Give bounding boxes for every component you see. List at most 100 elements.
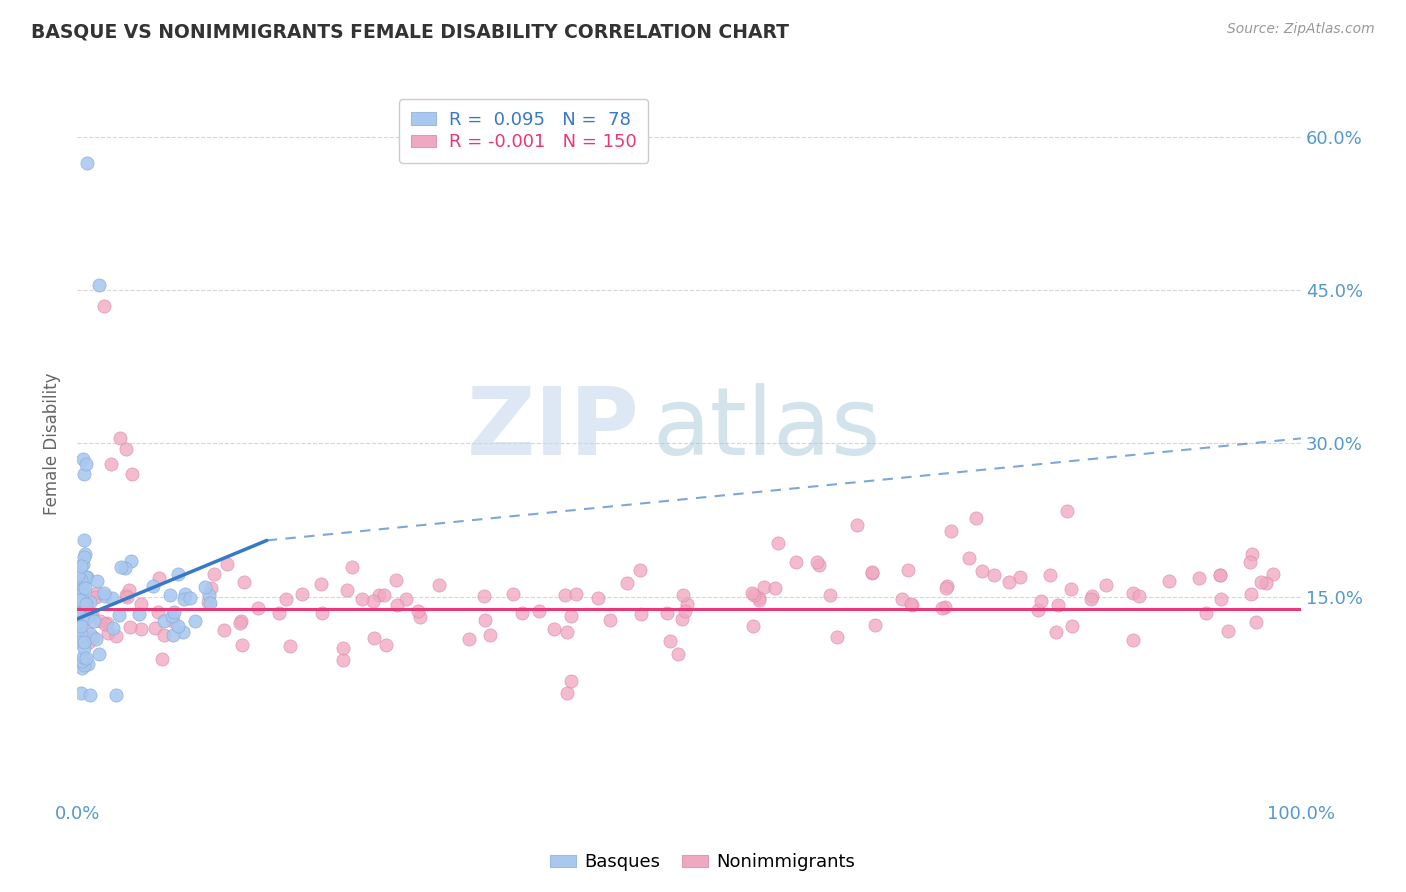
Point bbox=[865, 618, 887, 632]
Point bbox=[100, 591, 122, 606]
Point bbox=[827, 630, 849, 644]
Point bbox=[162, 628, 184, 642]
Point bbox=[94, 589, 117, 603]
Point bbox=[806, 555, 828, 569]
Point bbox=[742, 618, 765, 632]
Point bbox=[1026, 603, 1049, 617]
Point bbox=[555, 624, 578, 639]
Point bbox=[72, 661, 94, 675]
Point bbox=[890, 592, 912, 607]
Point bbox=[72, 582, 94, 596]
Point bbox=[179, 591, 201, 606]
Point bbox=[229, 615, 252, 629]
Point bbox=[1256, 575, 1278, 590]
Point bbox=[72, 595, 94, 609]
Point bbox=[1056, 504, 1078, 518]
Point bbox=[118, 583, 141, 598]
Point bbox=[173, 591, 195, 606]
Point bbox=[69, 618, 91, 632]
Point bbox=[820, 588, 842, 602]
Point bbox=[385, 599, 408, 613]
Point bbox=[110, 560, 132, 574]
Point bbox=[162, 614, 184, 628]
Point bbox=[103, 621, 125, 635]
Point bbox=[630, 607, 652, 621]
Point bbox=[197, 595, 219, 609]
Point bbox=[232, 574, 254, 589]
Point bbox=[148, 571, 170, 585]
Point bbox=[1047, 598, 1070, 612]
Text: Source: ZipAtlas.com: Source: ZipAtlas.com bbox=[1227, 22, 1375, 37]
Point bbox=[628, 564, 651, 578]
Point bbox=[107, 608, 129, 623]
Point bbox=[1122, 586, 1144, 600]
Point bbox=[554, 589, 576, 603]
Point bbox=[588, 591, 610, 605]
Point bbox=[408, 603, 430, 617]
Point bbox=[311, 576, 333, 591]
Point bbox=[527, 604, 550, 618]
Point bbox=[69, 634, 91, 648]
Point bbox=[846, 518, 869, 533]
Point bbox=[163, 605, 186, 619]
Point bbox=[860, 566, 883, 580]
Point bbox=[83, 614, 105, 628]
Point bbox=[197, 588, 219, 602]
Point bbox=[1060, 582, 1083, 596]
Point bbox=[395, 591, 418, 606]
Point bbox=[75, 651, 97, 665]
Point bbox=[67, 608, 90, 623]
Point bbox=[80, 607, 103, 621]
Point bbox=[73, 549, 96, 564]
Point bbox=[72, 558, 94, 572]
Point bbox=[129, 622, 152, 636]
Point bbox=[931, 600, 953, 615]
Point bbox=[70, 581, 93, 595]
Legend: Basques, Nonimmigrants: Basques, Nonimmigrants bbox=[543, 847, 863, 879]
Point bbox=[70, 585, 93, 599]
Text: BASQUE VS NONIMMIGRANTS FEMALE DISABILITY CORRELATION CHART: BASQUE VS NONIMMIGRANTS FEMALE DISABILIT… bbox=[31, 22, 789, 41]
Point bbox=[67, 631, 90, 645]
Point bbox=[1157, 574, 1180, 589]
Point bbox=[1187, 571, 1209, 585]
Point bbox=[77, 657, 100, 671]
Point bbox=[983, 568, 1005, 582]
Text: atlas: atlas bbox=[652, 384, 880, 475]
Point bbox=[267, 606, 290, 620]
Point bbox=[79, 595, 101, 609]
Point bbox=[1095, 578, 1118, 592]
Point bbox=[458, 632, 481, 647]
Point bbox=[79, 608, 101, 623]
Point bbox=[510, 606, 533, 620]
Point bbox=[72, 658, 94, 673]
Point bbox=[673, 604, 696, 618]
Point bbox=[1060, 619, 1083, 633]
Point bbox=[184, 614, 207, 628]
Point bbox=[75, 457, 97, 471]
Point bbox=[1080, 591, 1102, 606]
Point bbox=[108, 431, 131, 445]
Point bbox=[291, 587, 314, 601]
Point bbox=[1216, 624, 1239, 639]
Point bbox=[200, 581, 222, 595]
Point bbox=[121, 467, 143, 482]
Point bbox=[69, 592, 91, 607]
Point bbox=[373, 588, 395, 602]
Point bbox=[560, 673, 582, 688]
Point bbox=[336, 583, 359, 598]
Point bbox=[763, 581, 786, 595]
Point bbox=[375, 638, 398, 652]
Point bbox=[105, 629, 128, 643]
Point bbox=[79, 627, 101, 641]
Point bbox=[748, 591, 770, 606]
Point bbox=[474, 613, 496, 627]
Point bbox=[274, 592, 297, 607]
Point bbox=[555, 686, 578, 700]
Point bbox=[73, 596, 96, 610]
Point bbox=[87, 647, 110, 661]
Point bbox=[150, 652, 173, 666]
Point bbox=[202, 566, 225, 581]
Point bbox=[807, 558, 830, 573]
Point bbox=[120, 554, 142, 568]
Point bbox=[229, 615, 252, 630]
